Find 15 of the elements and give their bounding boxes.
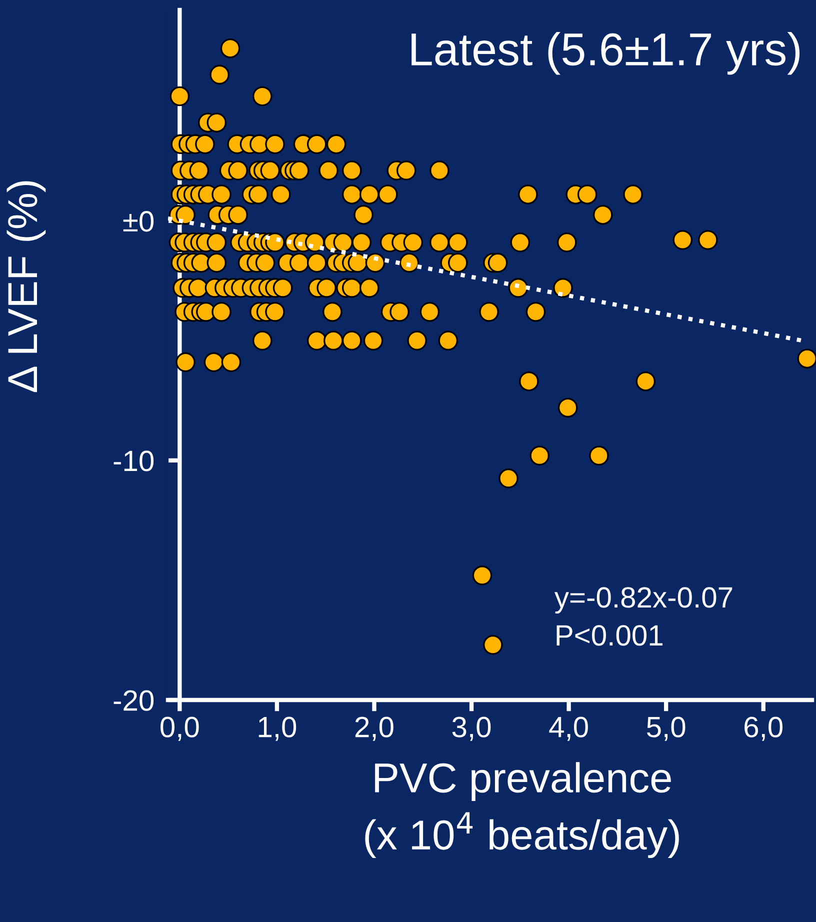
x-tick-label: 5,0 <box>646 716 686 741</box>
y-tick-label: -10 <box>114 450 154 472</box>
y-axis-title: Δ LVEF (%) <box>6 181 46 392</box>
x-tick-label: 3,0 <box>452 716 491 741</box>
annotation: y=-0.82x-0.07 <box>554 587 732 614</box>
x-tick-label: 2,0 <box>355 716 394 741</box>
y-tick-label: ±0 <box>123 211 154 232</box>
x-tick-label: 0,0 <box>160 716 199 741</box>
x-axis-title: PVC prevalence (x 10$^{4}$ beats/day) <box>365 762 679 858</box>
x-tick-label: 1,0 <box>258 716 296 741</box>
annotation: P<0.001 <box>556 625 662 646</box>
chart-title: Latest (5.6±1.7 yrs) <box>412 32 800 75</box>
y-tick-label: -20 <box>114 690 154 711</box>
x-tick-label: 6,0 <box>744 716 782 741</box>
x-tick-label: 4,0 <box>549 716 588 741</box>
